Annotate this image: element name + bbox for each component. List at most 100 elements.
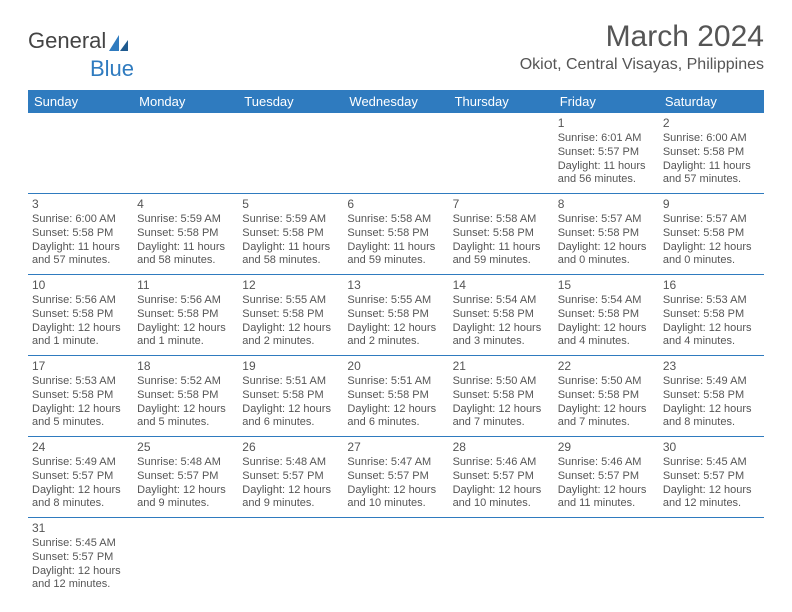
daylight-text: Daylight: 12 hours and 1 minute. [32,322,129,350]
sunrise-text: Sunrise: 5:52 AM [137,375,234,389]
calendar-cell [238,113,343,194]
daylight-text: Daylight: 12 hours and 8 minutes. [663,403,760,431]
calendar-row: 1Sunrise: 6:01 AMSunset: 5:57 PMDaylight… [28,113,764,194]
day-number: 10 [32,278,129,293]
sunset-text: Sunset: 5:57 PM [242,470,339,484]
sunrise-text: Sunrise: 5:53 AM [32,375,129,389]
calendar-cell: 29Sunrise: 5:46 AMSunset: 5:57 PMDayligh… [554,437,659,518]
day-number: 9 [663,197,760,212]
sunset-text: Sunset: 5:58 PM [663,308,760,322]
sunrise-text: Sunrise: 5:58 AM [347,213,444,227]
sunrise-text: Sunrise: 5:45 AM [32,537,129,551]
sunset-text: Sunset: 5:58 PM [242,389,339,403]
calendar-cell [554,518,659,599]
sunrise-text: Sunrise: 5:54 AM [558,294,655,308]
day-number: 19 [242,359,339,374]
day-number: 22 [558,359,655,374]
day-number: 26 [242,440,339,455]
sunset-text: Sunset: 5:58 PM [558,227,655,241]
calendar-row: 17Sunrise: 5:53 AMSunset: 5:58 PMDayligh… [28,356,764,437]
daylight-text: Daylight: 12 hours and 7 minutes. [453,403,550,431]
daylight-text: Daylight: 11 hours and 56 minutes. [558,160,655,188]
sunset-text: Sunset: 5:58 PM [242,227,339,241]
calendar-cell [659,518,764,599]
daylight-text: Daylight: 11 hours and 58 minutes. [242,241,339,269]
sunrise-text: Sunrise: 5:50 AM [453,375,550,389]
daylight-text: Daylight: 11 hours and 58 minutes. [137,241,234,269]
daylight-text: Daylight: 12 hours and 2 minutes. [347,322,444,350]
daylight-text: Daylight: 12 hours and 10 minutes. [347,484,444,512]
weekday-header: Thursday [449,90,554,113]
calendar-cell [343,518,448,599]
daylight-text: Daylight: 12 hours and 7 minutes. [558,403,655,431]
sunset-text: Sunset: 5:58 PM [347,389,444,403]
calendar-cell [449,113,554,194]
weekday-header: Sunday [28,90,133,113]
calendar-cell: 22Sunrise: 5:50 AMSunset: 5:58 PMDayligh… [554,356,659,437]
sunrise-text: Sunrise: 5:53 AM [663,294,760,308]
sunset-text: Sunset: 5:57 PM [347,470,444,484]
sunrise-text: Sunrise: 5:55 AM [347,294,444,308]
sunset-text: Sunset: 5:58 PM [663,146,760,160]
sunrise-text: Sunrise: 5:56 AM [32,294,129,308]
sunrise-text: Sunrise: 5:54 AM [453,294,550,308]
calendar-cell: 19Sunrise: 5:51 AMSunset: 5:58 PMDayligh… [238,356,343,437]
daylight-text: Daylight: 12 hours and 2 minutes. [242,322,339,350]
sunrise-text: Sunrise: 5:58 AM [453,213,550,227]
calendar-cell [238,518,343,599]
daylight-text: Daylight: 12 hours and 9 minutes. [242,484,339,512]
calendar-cell: 1Sunrise: 6:01 AMSunset: 5:57 PMDaylight… [554,113,659,194]
sunrise-text: Sunrise: 6:01 AM [558,132,655,146]
sunset-text: Sunset: 5:58 PM [137,227,234,241]
daylight-text: Daylight: 11 hours and 59 minutes. [347,241,444,269]
calendar-cell: 6Sunrise: 5:58 AMSunset: 5:58 PMDaylight… [343,194,448,275]
sunset-text: Sunset: 5:57 PM [558,470,655,484]
sunset-text: Sunset: 5:58 PM [453,308,550,322]
calendar-cell: 18Sunrise: 5:52 AMSunset: 5:58 PMDayligh… [133,356,238,437]
sunrise-text: Sunrise: 5:56 AM [137,294,234,308]
day-number: 31 [32,521,129,536]
calendar-table: SundayMondayTuesdayWednesdayThursdayFrid… [28,90,764,598]
calendar-row: 10Sunrise: 5:56 AMSunset: 5:58 PMDayligh… [28,275,764,356]
sunset-text: Sunset: 5:57 PM [558,146,655,160]
daylight-text: Daylight: 12 hours and 12 minutes. [663,484,760,512]
day-number: 30 [663,440,760,455]
sunset-text: Sunset: 5:58 PM [558,308,655,322]
calendar-cell: 24Sunrise: 5:49 AMSunset: 5:57 PMDayligh… [28,437,133,518]
daylight-text: Daylight: 11 hours and 57 minutes. [32,241,129,269]
location: Okiot, Central Visayas, Philippines [520,56,764,74]
calendar-cell: 3Sunrise: 6:00 AMSunset: 5:58 PMDaylight… [28,194,133,275]
sunset-text: Sunset: 5:58 PM [32,308,129,322]
calendar-cell: 10Sunrise: 5:56 AMSunset: 5:58 PMDayligh… [28,275,133,356]
sunset-text: Sunset: 5:57 PM [32,470,129,484]
sunrise-text: Sunrise: 5:51 AM [242,375,339,389]
calendar-cell: 13Sunrise: 5:55 AMSunset: 5:58 PMDayligh… [343,275,448,356]
calendar-cell: 23Sunrise: 5:49 AMSunset: 5:58 PMDayligh… [659,356,764,437]
sunset-text: Sunset: 5:58 PM [453,389,550,403]
sunset-text: Sunset: 5:57 PM [32,551,129,565]
sail-icon [108,32,130,50]
day-number: 8 [558,197,655,212]
day-number: 11 [137,278,234,293]
calendar-cell [133,518,238,599]
daylight-text: Daylight: 12 hours and 8 minutes. [32,484,129,512]
day-number: 4 [137,197,234,212]
calendar-cell: 20Sunrise: 5:51 AMSunset: 5:58 PMDayligh… [343,356,448,437]
logo: General [28,20,130,54]
calendar-cell: 8Sunrise: 5:57 AMSunset: 5:58 PMDaylight… [554,194,659,275]
daylight-text: Daylight: 12 hours and 4 minutes. [558,322,655,350]
day-number: 18 [137,359,234,374]
month-title: March 2024 [520,20,764,54]
calendar-cell [343,113,448,194]
day-number: 12 [242,278,339,293]
calendar-cell: 11Sunrise: 5:56 AMSunset: 5:58 PMDayligh… [133,275,238,356]
sunrise-text: Sunrise: 6:00 AM [663,132,760,146]
day-number: 15 [558,278,655,293]
daylight-text: Daylight: 12 hours and 9 minutes. [137,484,234,512]
calendar-header: SundayMondayTuesdayWednesdayThursdayFrid… [28,90,764,113]
calendar-cell: 17Sunrise: 5:53 AMSunset: 5:58 PMDayligh… [28,356,133,437]
calendar-cell [449,518,554,599]
day-number: 7 [453,197,550,212]
calendar-cell: 9Sunrise: 5:57 AMSunset: 5:58 PMDaylight… [659,194,764,275]
sunrise-text: Sunrise: 5:57 AM [558,213,655,227]
